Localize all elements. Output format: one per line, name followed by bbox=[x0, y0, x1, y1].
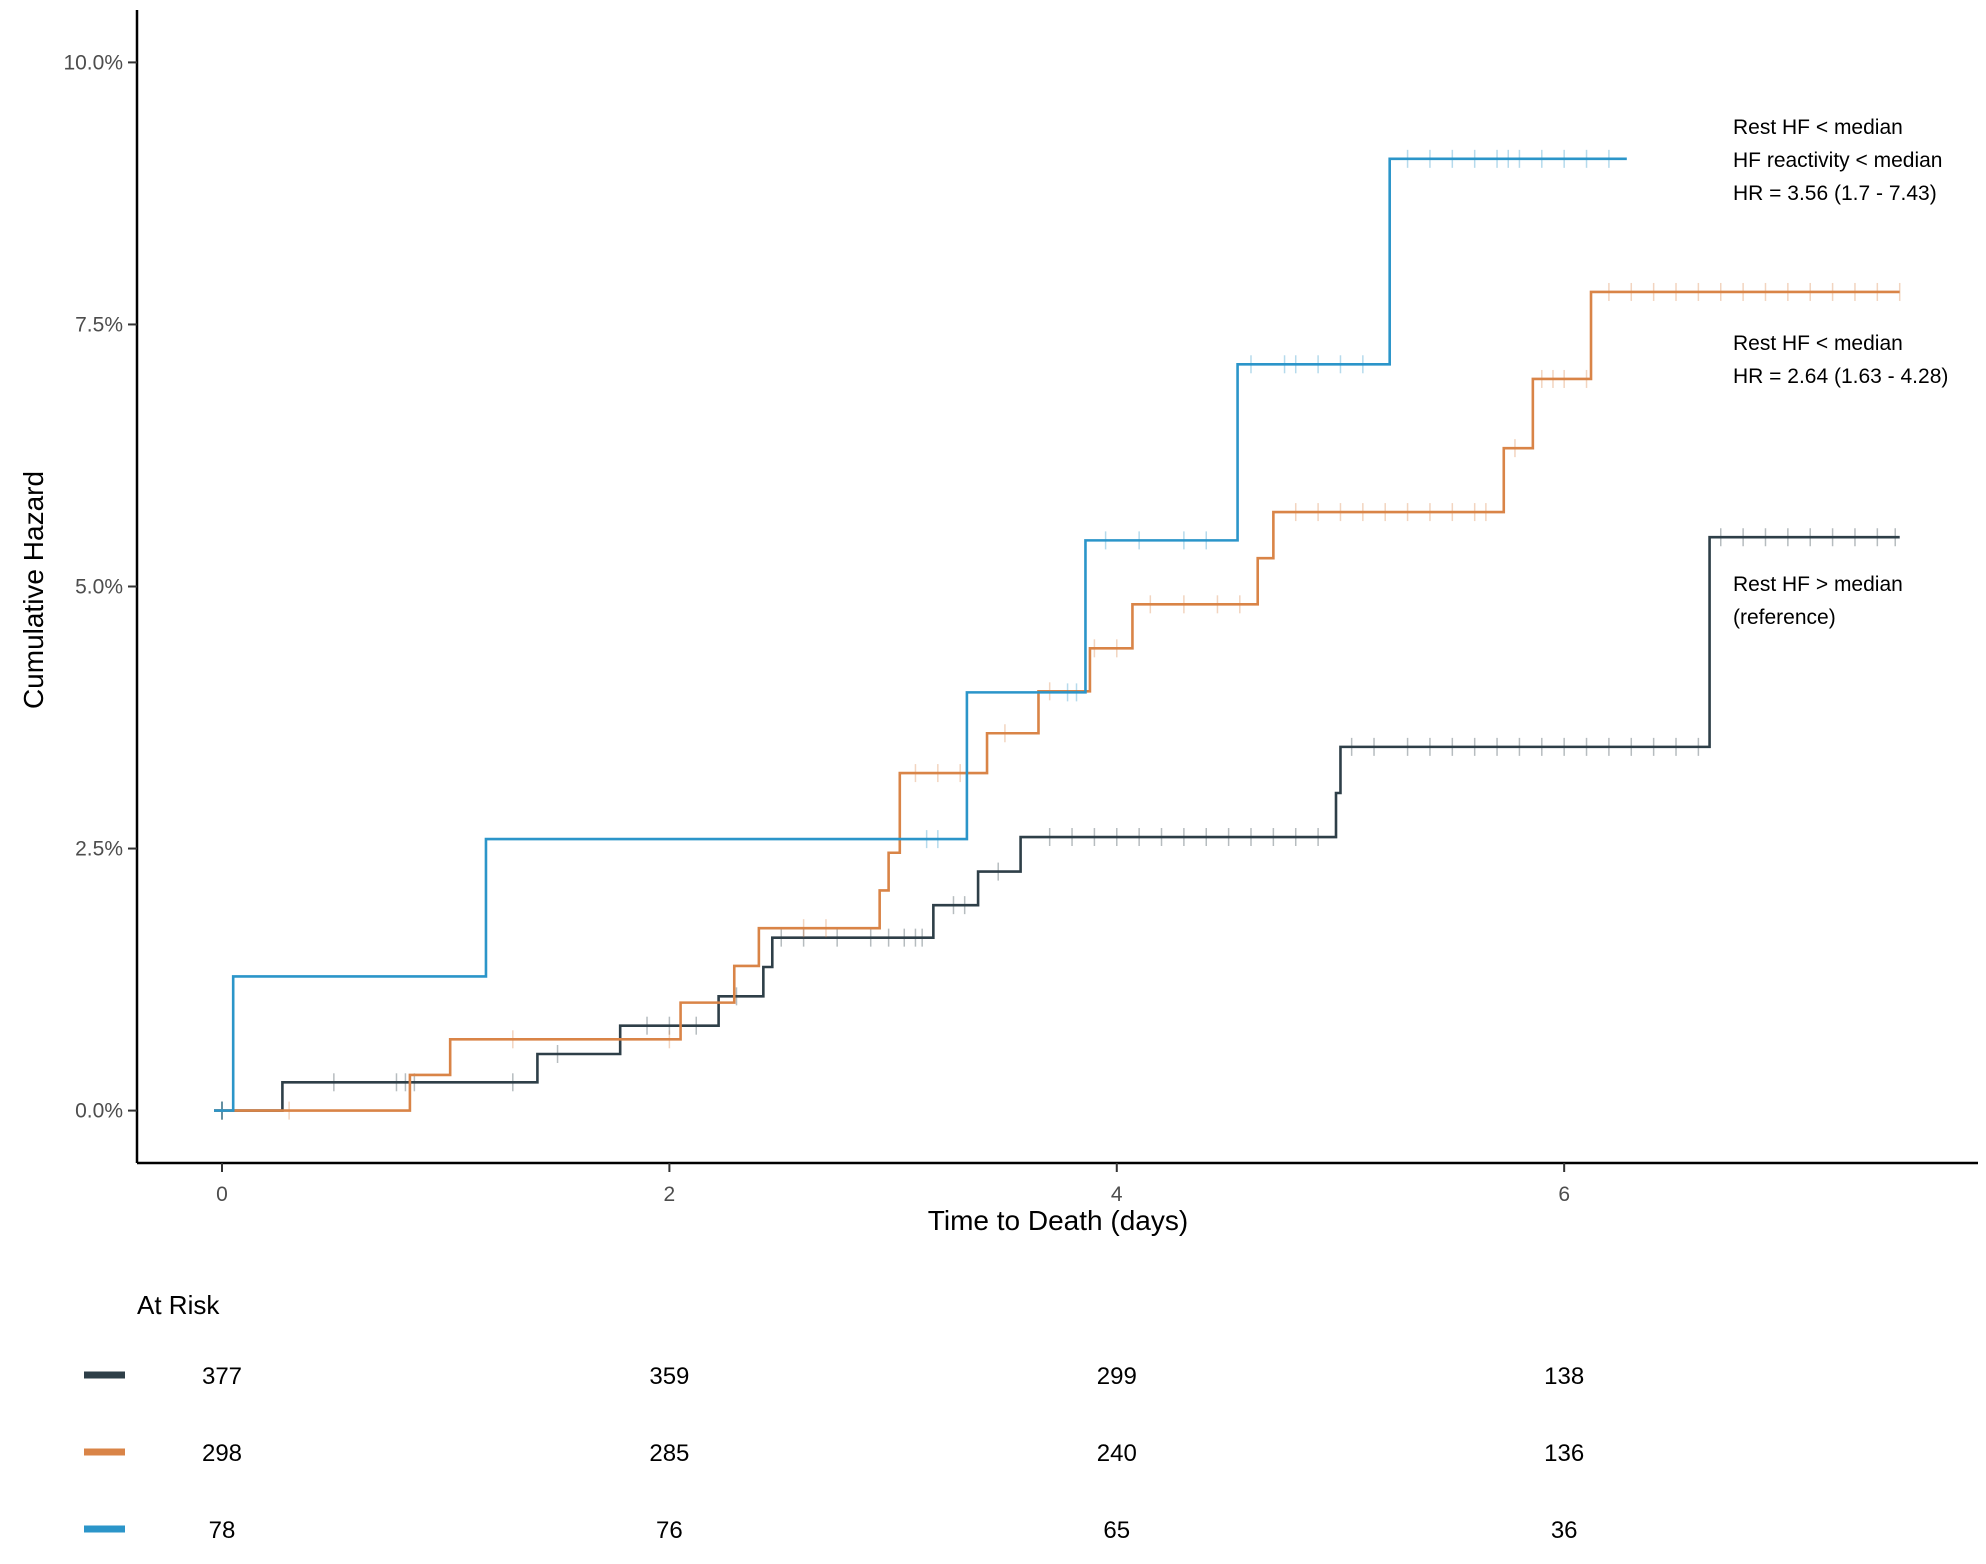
plot-area bbox=[214, 149, 1901, 1120]
x-tick-label: 2 bbox=[664, 1183, 676, 1206]
annotation-orange-line-1: Rest HF < median bbox=[1733, 332, 1903, 355]
x-tick-label: 4 bbox=[1111, 1183, 1123, 1206]
series-dark bbox=[214, 528, 1900, 1120]
censor-marks bbox=[221, 282, 1901, 1120]
y-ticks: 0.0% 2.5% 5.0% 7.5% 10.0% bbox=[63, 51, 137, 1123]
risk-count: 76 bbox=[656, 1517, 683, 1544]
y-tick-label: 5.0% bbox=[75, 576, 123, 599]
series-blue bbox=[214, 149, 1627, 1120]
risk-count: 240 bbox=[1097, 1440, 1137, 1467]
x-axis-title: Time to Death (days) bbox=[928, 1205, 1188, 1236]
censor-marks bbox=[221, 528, 1896, 1120]
annotation-blue-line-1: Rest HF < median bbox=[1733, 116, 1903, 139]
y-axis-title: Cumulative Hazard bbox=[18, 471, 49, 709]
risk-table: 377 359 299 138 298 285 240 136 78 76 65 36 bbox=[84, 1363, 1584, 1544]
risk-count: 65 bbox=[1103, 1517, 1130, 1544]
series-orange bbox=[214, 282, 1901, 1120]
censor-marks bbox=[221, 149, 1610, 1120]
risk-count: 285 bbox=[649, 1440, 689, 1467]
y-tick-label: 2.5% bbox=[75, 838, 123, 861]
risk-count: 359 bbox=[649, 1363, 689, 1390]
annotation-dark-line-1: Rest HF > median bbox=[1733, 573, 1903, 596]
annotation-blue-line-2: HF reactivity < median bbox=[1733, 149, 1943, 172]
step-line bbox=[214, 535, 1900, 1112]
annotation-dark-line-2: (reference) bbox=[1733, 606, 1836, 629]
risk-count: 299 bbox=[1097, 1363, 1137, 1390]
x-ticks: 0 2 4 6 bbox=[216, 1163, 1570, 1206]
x-tick-label: 6 bbox=[1558, 1183, 1570, 1206]
x-tick-label: 0 bbox=[216, 1183, 228, 1206]
annotations: Rest HF < median HF reactivity < median … bbox=[1733, 116, 1948, 629]
risk-count: 298 bbox=[202, 1440, 242, 1467]
step-line bbox=[214, 290, 1900, 1112]
y-tick-label: 0.0% bbox=[75, 1100, 123, 1123]
y-tick-label: 10.0% bbox=[63, 51, 123, 74]
y-tick-label: 7.5% bbox=[75, 313, 123, 336]
step-line bbox=[214, 157, 1627, 1112]
annotation-blue-line-3: HR = 3.56 (1.7 - 7.43) bbox=[1733, 182, 1937, 205]
risk-table-title: At Risk bbox=[137, 1290, 220, 1320]
risk-count: 136 bbox=[1544, 1440, 1584, 1467]
annotation-orange-line-2: HR = 2.64 (1.63 - 4.28) bbox=[1733, 365, 1948, 388]
risk-count: 36 bbox=[1551, 1517, 1578, 1544]
risk-count: 138 bbox=[1544, 1363, 1584, 1390]
risk-count: 377 bbox=[202, 1363, 242, 1390]
risk-count: 78 bbox=[209, 1517, 236, 1544]
axes bbox=[135, 10, 1978, 1165]
